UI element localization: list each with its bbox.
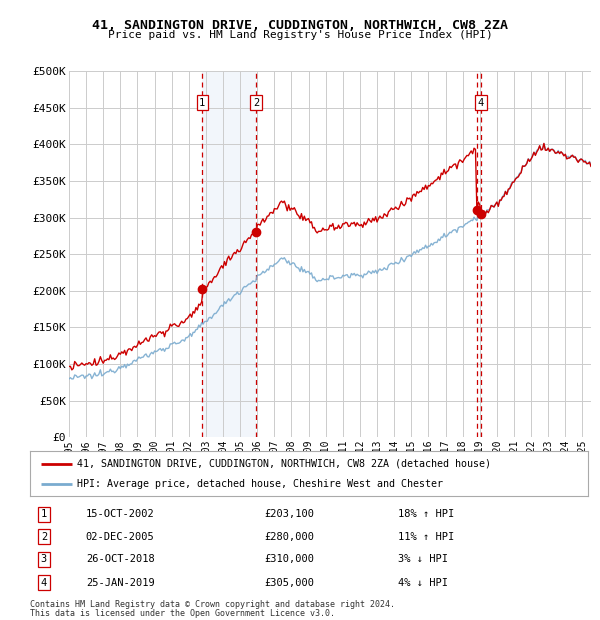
Text: £305,000: £305,000 (265, 578, 314, 588)
Text: 2: 2 (253, 98, 259, 108)
Text: Contains HM Land Registry data © Crown copyright and database right 2024.: Contains HM Land Registry data © Crown c… (30, 600, 395, 609)
Text: 26-OCT-2018: 26-OCT-2018 (86, 554, 155, 564)
Text: 41, SANDINGTON DRIVE, CUDDINGTON, NORTHWICH, CW8 2ZA (detached house): 41, SANDINGTON DRIVE, CUDDINGTON, NORTHW… (77, 459, 491, 469)
Text: 02-DEC-2005: 02-DEC-2005 (86, 532, 155, 542)
Bar (202, 71, 256, 437)
Text: This data is licensed under the Open Government Licence v3.0.: This data is licensed under the Open Gov… (30, 609, 335, 618)
Text: 4: 4 (41, 578, 47, 588)
Text: 25-JAN-2019: 25-JAN-2019 (86, 578, 155, 588)
Text: 18% ↑ HPI: 18% ↑ HPI (398, 509, 455, 519)
Text: £310,000: £310,000 (265, 554, 314, 564)
Text: 1: 1 (199, 98, 205, 108)
Text: £280,000: £280,000 (265, 532, 314, 542)
Text: HPI: Average price, detached house, Cheshire West and Chester: HPI: Average price, detached house, Ches… (77, 479, 443, 489)
Text: 2: 2 (41, 532, 47, 542)
Text: 4% ↓ HPI: 4% ↓ HPI (398, 578, 448, 588)
Text: 1: 1 (41, 509, 47, 519)
Text: 4: 4 (478, 98, 484, 108)
Text: 3: 3 (41, 554, 47, 564)
Text: 41, SANDINGTON DRIVE, CUDDINGTON, NORTHWICH, CW8 2ZA: 41, SANDINGTON DRIVE, CUDDINGTON, NORTHW… (92, 19, 508, 32)
Text: 3% ↓ HPI: 3% ↓ HPI (398, 554, 448, 564)
Text: £203,100: £203,100 (265, 509, 314, 519)
Text: 11% ↑ HPI: 11% ↑ HPI (398, 532, 455, 542)
Text: 15-OCT-2002: 15-OCT-2002 (86, 509, 155, 519)
Text: Price paid vs. HM Land Registry's House Price Index (HPI): Price paid vs. HM Land Registry's House … (107, 30, 493, 40)
